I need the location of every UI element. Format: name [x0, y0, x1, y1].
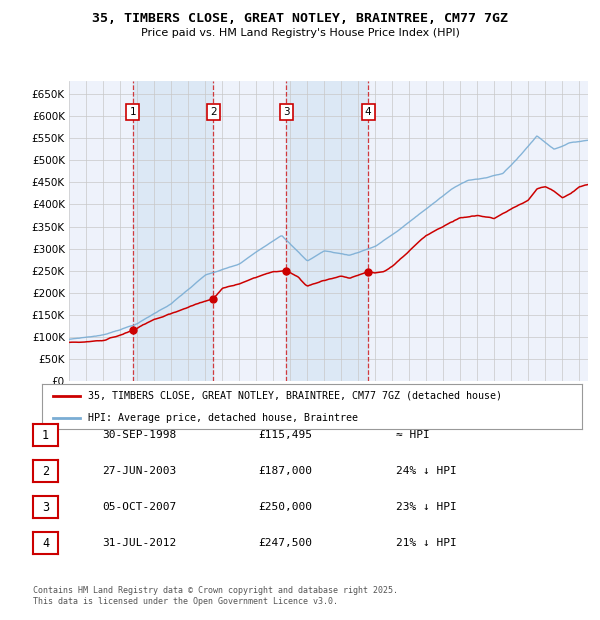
Text: 31-JUL-2012: 31-JUL-2012 [102, 538, 176, 548]
Text: 30-SEP-1998: 30-SEP-1998 [102, 430, 176, 440]
Text: ≈ HPI: ≈ HPI [396, 430, 430, 440]
Text: 21% ↓ HPI: 21% ↓ HPI [396, 538, 457, 548]
Text: 1: 1 [42, 429, 49, 441]
Text: £250,000: £250,000 [258, 502, 312, 512]
Text: 4: 4 [42, 537, 49, 549]
Text: HPI: Average price, detached house, Braintree: HPI: Average price, detached house, Brai… [88, 413, 358, 423]
Text: £115,495: £115,495 [258, 430, 312, 440]
Text: 2: 2 [42, 465, 49, 477]
Text: 3: 3 [283, 107, 289, 117]
Text: 2: 2 [210, 107, 217, 117]
Bar [286, 81, 368, 381]
Text: Contains HM Land Registry data © Crown copyright and database right 2025.: Contains HM Land Registry data © Crown c… [33, 586, 398, 595]
Text: 24% ↓ HPI: 24% ↓ HPI [396, 466, 457, 476]
Text: 27-JUN-2003: 27-JUN-2003 [102, 466, 176, 476]
Text: £187,000: £187,000 [258, 466, 312, 476]
Text: 4: 4 [365, 107, 371, 117]
Text: 35, TIMBERS CLOSE, GREAT NOTLEY, BRAINTREE, CM77 7GZ (detached house): 35, TIMBERS CLOSE, GREAT NOTLEY, BRAINTR… [88, 391, 502, 401]
Text: 3: 3 [42, 501, 49, 513]
Text: £247,500: £247,500 [258, 538, 312, 548]
Text: Price paid vs. HM Land Registry's House Price Index (HPI): Price paid vs. HM Land Registry's House … [140, 28, 460, 38]
Text: 05-OCT-2007: 05-OCT-2007 [102, 502, 176, 512]
Text: 23% ↓ HPI: 23% ↓ HPI [396, 502, 457, 512]
Text: 35, TIMBERS CLOSE, GREAT NOTLEY, BRAINTREE, CM77 7GZ: 35, TIMBERS CLOSE, GREAT NOTLEY, BRAINTR… [92, 12, 508, 25]
Text: This data is licensed under the Open Government Licence v3.0.: This data is licensed under the Open Gov… [33, 597, 338, 606]
Bar [133, 81, 214, 381]
Text: 1: 1 [130, 107, 136, 117]
